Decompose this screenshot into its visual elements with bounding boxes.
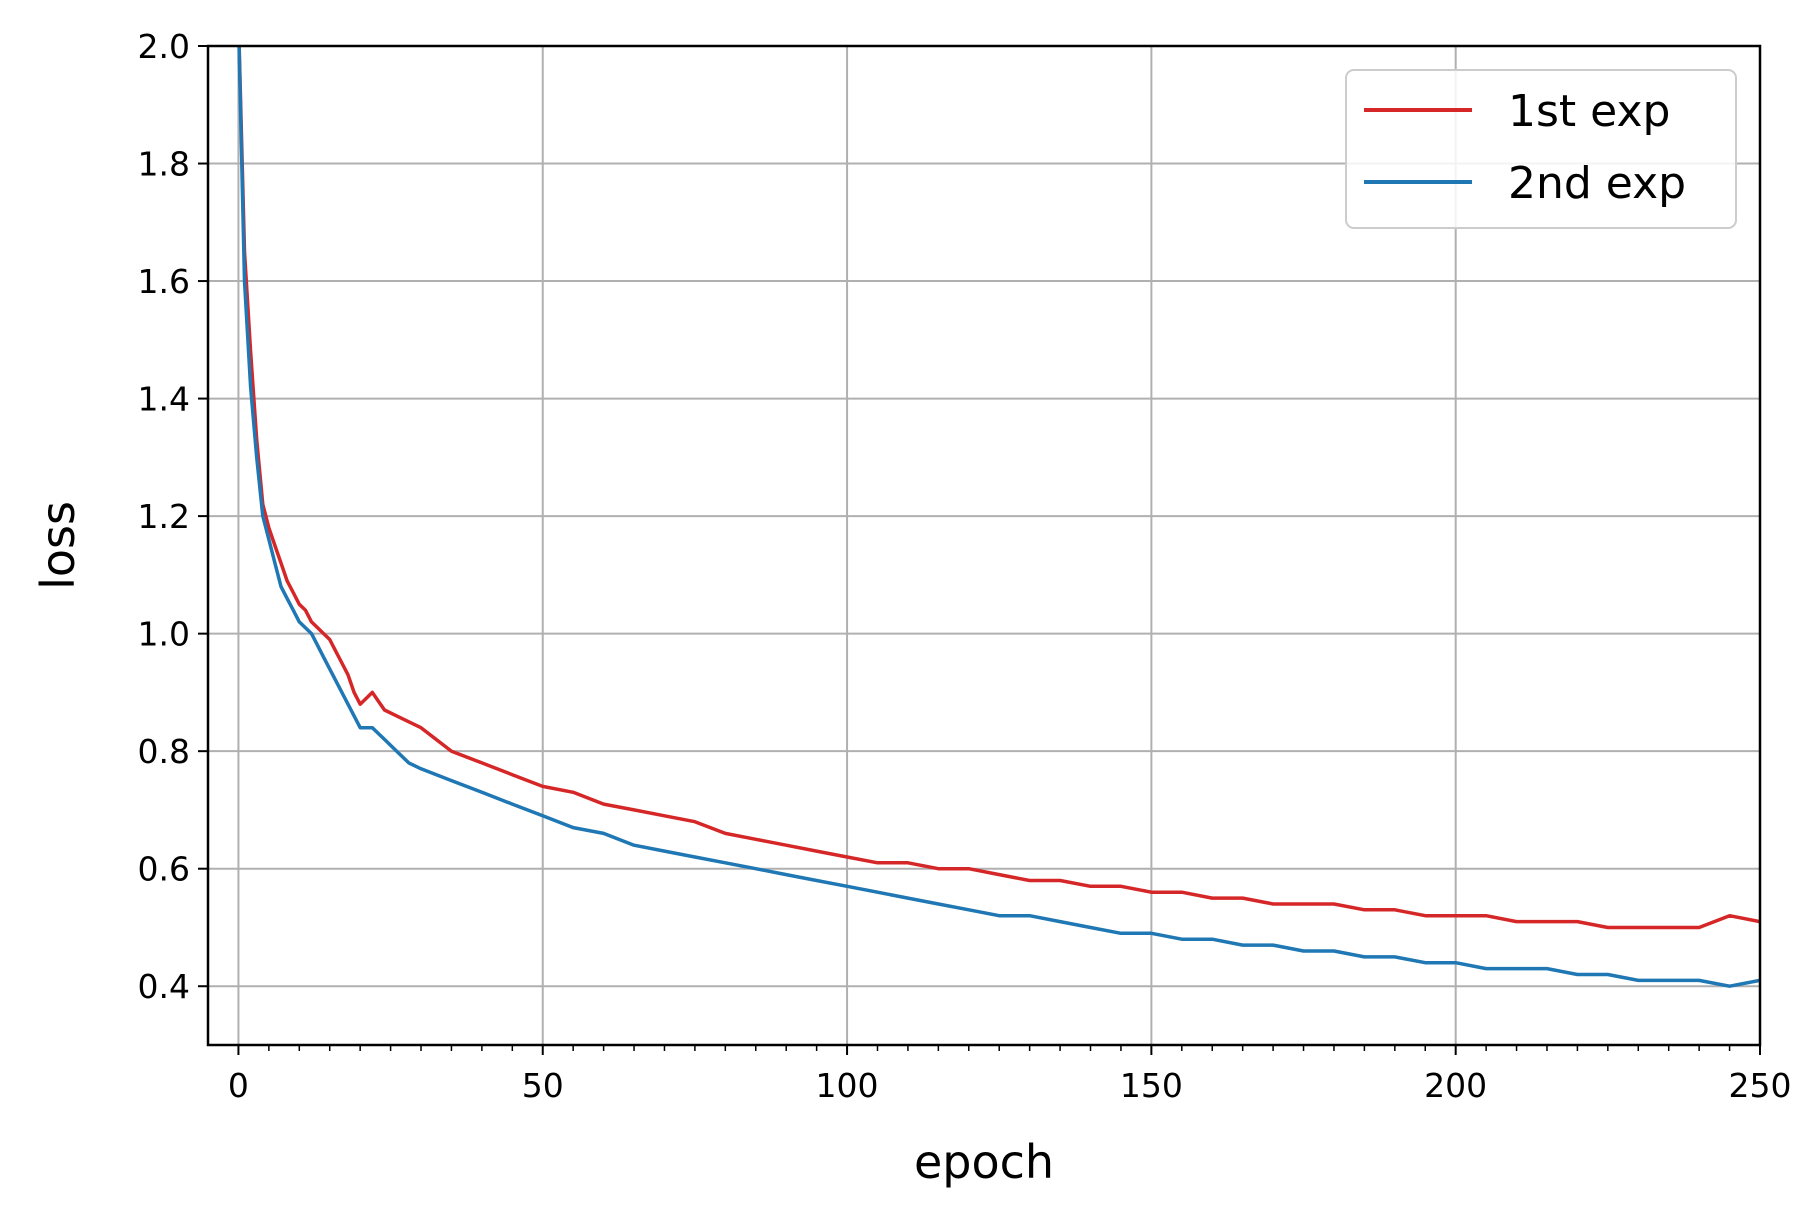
series-line-2nd-exp — [237, 46, 1760, 988]
y-tick-label: 2.0 — [138, 27, 190, 66]
y-axis-label: loss — [31, 501, 85, 590]
x-tick-label: 250 — [1729, 1066, 1792, 1105]
legend-label-1st-exp: 1st exp — [1508, 86, 1670, 137]
x-tick-labels: 0 50 100 150 200 250 — [228, 1066, 1792, 1105]
x-tick-label: 200 — [1424, 1066, 1487, 1105]
y-tick-labels: 0.4 0.6 0.8 1.0 1.2 1.4 1.6 1.8 2.0 — [138, 27, 190, 1006]
x-axis-label: epoch — [914, 1135, 1054, 1189]
y-tick-label: 1.0 — [138, 615, 190, 654]
x-tick-label: 150 — [1120, 1066, 1183, 1105]
y-tick-label: 0.4 — [138, 967, 190, 1006]
y-tick-label: 1.6 — [138, 262, 190, 301]
y-tick-label: 1.8 — [138, 145, 190, 184]
series-line-1st-exp — [237, 46, 1760, 930]
y-tick-label: 0.8 — [138, 732, 190, 771]
y-tick-label: 0.6 — [138, 850, 190, 889]
series-lines — [237, 46, 1760, 988]
y-tick-label: 1.4 — [138, 380, 190, 419]
x-tick-label: 0 — [228, 1066, 249, 1105]
legend: 1st exp 2nd exp — [1345, 69, 1737, 229]
y-tick-label: 1.2 — [138, 497, 190, 536]
x-tick-label: 100 — [816, 1066, 879, 1105]
x-tick-label: 50 — [522, 1066, 564, 1105]
tick-marks — [198, 45, 1761, 1055]
plot-frame — [206, 44, 1762, 1047]
legend-label-2nd-exp: 2nd exp — [1508, 158, 1686, 209]
